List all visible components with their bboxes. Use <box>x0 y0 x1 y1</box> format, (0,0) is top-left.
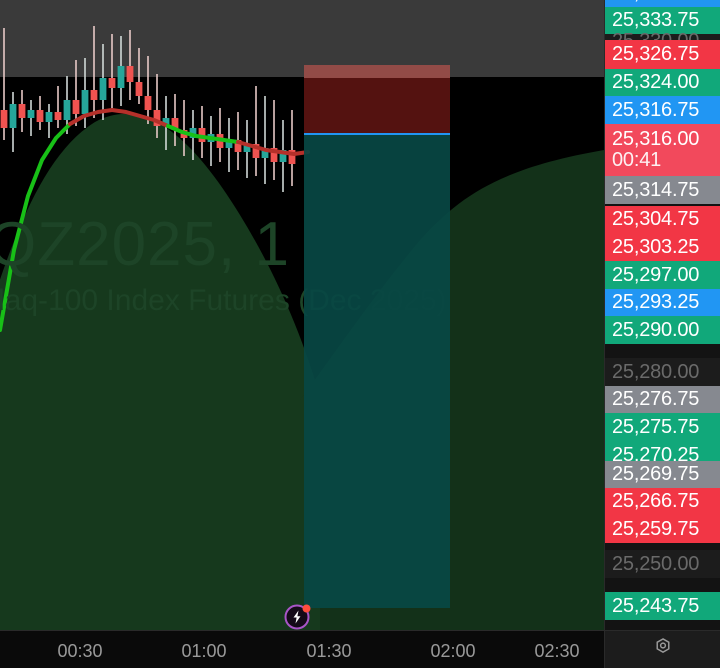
candle-body <box>162 118 170 126</box>
price-chart-svg <box>0 26 604 630</box>
price-tag[interactable]: 25,316.75 <box>605 96 720 124</box>
price-tag-value: 25,280.00 <box>612 360 700 383</box>
candle-body <box>279 150 287 162</box>
price-tag-value: 25,259.75 <box>612 517 700 540</box>
candle-body <box>189 128 197 138</box>
candle-body <box>126 66 134 82</box>
chart-upper-band <box>0 0 604 77</box>
candle-body <box>135 82 143 96</box>
price-tag-value: 25,316.00 <box>612 128 700 150</box>
price-tag-value: 25,250.00 <box>612 552 700 575</box>
price-tag-value: 25,275.75 <box>612 415 700 438</box>
candle-body <box>27 110 35 118</box>
candle-body <box>54 112 62 120</box>
candle-body <box>0 110 8 128</box>
price-tag-value: 25,314.75 <box>612 178 700 201</box>
candlestick-series <box>0 26 296 192</box>
price-tag[interactable]: 25,333.75 <box>605 7 720 34</box>
price-tag-value: 25,316.75 <box>612 98 700 121</box>
candle-body <box>45 112 53 122</box>
candle-body <box>171 118 179 130</box>
moving-average-line-up-2 <box>166 124 240 144</box>
price-scale-footer[interactable] <box>604 630 720 668</box>
short-position-box-cap <box>304 65 450 78</box>
price-tag[interactable]: 25,259.75 <box>605 515 720 543</box>
price-tag[interactable]: 25,304.75 <box>605 206 720 233</box>
price-tag-value: 25,276.75 <box>612 388 700 410</box>
time-axis-label: 00:30 <box>57 641 103 661</box>
price-tag[interactable]: 25,297.00 <box>605 261 720 289</box>
price-tag[interactable]: 25,326.75 <box>605 40 720 69</box>
price-tag-value: 25,333.75 <box>612 0 699 4</box>
flash-alert-icon[interactable] <box>284 602 312 630</box>
price-tag[interactable]: 25,266.75 <box>605 488 720 515</box>
price-tag[interactable]: 25,324.00 <box>605 69 720 96</box>
price-tag-value: 25,269.75 <box>612 463 700 485</box>
price-tag[interactable]: 25,303.25 <box>605 233 720 261</box>
long-position-box[interactable] <box>304 135 450 608</box>
price-tag[interactable]: 25,269.75 <box>605 461 720 488</box>
price-tag-countdown: 00:41 <box>612 149 662 171</box>
price-tag-value: 25,290.00 <box>612 318 700 341</box>
price-tag-value: 25,304.75 <box>612 208 700 230</box>
candle-body <box>117 66 125 88</box>
candle-body <box>225 140 233 148</box>
candle-body <box>243 144 251 152</box>
candle-body <box>144 96 152 110</box>
price-tag[interactable]: 25,250.00 <box>605 550 720 578</box>
candle-body <box>270 148 278 162</box>
candle-body <box>153 110 161 126</box>
price-scale[interactable]: 25,333.7525,333.7525,330.0025,326.7525,3… <box>604 0 720 630</box>
price-tag[interactable]: 25,314.75 <box>605 176 720 204</box>
price-tag-value: 25,333.75 <box>612 9 700 31</box>
time-axis-label: 01:00 <box>181 641 227 661</box>
price-tag-value: 25,303.25 <box>612 235 700 258</box>
candle-body <box>234 140 242 152</box>
entry-price-line[interactable] <box>304 133 450 135</box>
candle-body <box>18 104 26 118</box>
price-tag[interactable]: 25,333.75 <box>605 0 720 7</box>
price-tag[interactable]: 25,280.00 <box>605 358 720 386</box>
price-tag-value: 25,266.75 <box>612 490 700 512</box>
price-tag-value: 25,297.00 <box>612 263 700 286</box>
chart-pane[interactable]: QZ2025, 1 daq-100 Index Futures (Dec 202… <box>0 0 604 630</box>
moving-average-line-down-2 <box>236 140 310 156</box>
price-tag[interactable]: 25,293.25 <box>605 289 720 316</box>
moving-average-line-down <box>68 108 170 128</box>
candle-body <box>36 110 44 122</box>
price-tag-value: 25,326.75 <box>612 43 700 65</box>
candle-body <box>9 104 17 128</box>
price-tag[interactable]: 25,290.00 <box>605 316 720 344</box>
price-tag[interactable]: 25,276.75 <box>605 386 720 413</box>
candle-body <box>261 148 269 158</box>
candle-body <box>72 100 80 114</box>
price-tag[interactable]: 25,243.75 <box>605 592 720 620</box>
candle-body <box>252 144 260 158</box>
time-axis-label: 02:30 <box>534 641 580 661</box>
price-tag[interactable]: 25,275.75 <box>605 413 720 441</box>
time-axis[interactable]: 00:30 01:00 01:30 02:00 02:30 <box>0 630 604 668</box>
price-tag-value: 25,293.25 <box>612 291 700 313</box>
price-tag[interactable]: 25,316.00 00:41 <box>605 124 720 176</box>
candle-body <box>81 90 89 114</box>
candle-body <box>63 100 71 120</box>
gear-icon[interactable] <box>652 636 674 663</box>
moving-average-line-up <box>0 122 72 332</box>
candle-body <box>90 90 98 100</box>
time-axis-label: 01:30 <box>306 641 352 661</box>
short-position-box[interactable] <box>304 65 450 134</box>
candle-body <box>99 78 107 100</box>
candle-body <box>108 78 116 88</box>
price-tag-value: 25,243.75 <box>612 594 700 617</box>
price-tag-value: 25,324.00 <box>612 71 700 93</box>
trend-cloud-area <box>0 113 320 630</box>
candle-body <box>288 150 296 164</box>
price-tag-value: 25,270.25 <box>612 443 700 466</box>
time-axis-label: 02:00 <box>430 641 476 661</box>
